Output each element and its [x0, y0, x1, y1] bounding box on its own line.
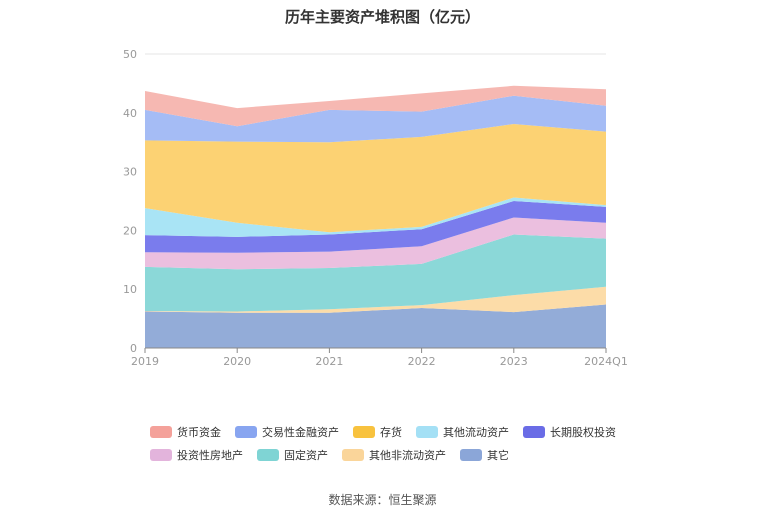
area-series-0 — [145, 304, 606, 348]
legend-swatch — [342, 449, 364, 461]
legend-label: 存货 — [380, 426, 402, 439]
legend-label: 交易性金融资产 — [262, 426, 339, 439]
legend-swatch — [523, 426, 545, 438]
x-tick-label: 2024Q1 — [584, 355, 628, 368]
y-axis: 0 10 20 30 40 50 — [123, 48, 137, 355]
area-series-5 — [145, 197, 606, 237]
y-tick-label: 10 — [123, 283, 137, 296]
x-tick-label: 2022 — [408, 355, 436, 368]
x-axis: 2019 2020 2021 2022 2023 2024Q1 — [131, 347, 628, 368]
area-series — [145, 85, 606, 348]
y-tick-label: 30 — [123, 166, 137, 179]
legend-item[interactable]: 固定资产 — [257, 447, 328, 463]
legend-item[interactable]: 存货 — [353, 424, 402, 440]
legend-swatch — [353, 426, 375, 438]
area-series-6 — [145, 124, 606, 233]
y-tick-label: 40 — [123, 107, 137, 120]
area-series-2 — [145, 234, 606, 312]
legend-label: 其他流动资产 — [443, 426, 509, 439]
legend-item[interactable]: 货币资金 — [150, 424, 221, 440]
area-series-8 — [145, 85, 606, 127]
legend-label: 投资性房地产 — [177, 449, 243, 462]
stacked-area-chart: 0 10 20 30 40 50 2019 2020 2021 2022 2023 2024Q1 — [123, 48, 628, 368]
legend-item[interactable]: 长期股权投资 — [523, 424, 616, 440]
area-series-1 — [145, 286, 606, 313]
legend-row: 投资性房地产 固定资产 其他非流动资产 其它 — [150, 447, 620, 463]
legend-item[interactable]: 其他非流动资产 — [342, 447, 446, 463]
legend-item[interactable]: 其他流动资产 — [416, 424, 509, 440]
y-tick-label: 20 — [123, 224, 137, 237]
legend-label: 货币资金 — [177, 426, 221, 439]
legend-label: 其他非流动资产 — [369, 449, 446, 462]
x-tick-label: 2019 — [131, 355, 159, 368]
legend-swatch — [460, 449, 482, 461]
legend-swatch — [416, 426, 438, 438]
chart-title: 历年主要资产堆积图（亿元） — [284, 8, 480, 26]
legend-item[interactable]: 其它 — [460, 447, 509, 463]
legend-row: 货币资金 交易性金融资产 存货 其他流动资产 长期股权投资 — [150, 424, 620, 440]
y-tick-label: 50 — [123, 48, 137, 61]
area-series-4 — [145, 201, 606, 253]
legend-swatch — [150, 426, 172, 438]
legend-swatch — [257, 449, 279, 461]
area-series-7 — [145, 95, 606, 143]
x-tick-label: 2020 — [223, 355, 251, 368]
legend-item[interactable]: 交易性金融资产 — [235, 424, 339, 440]
area-series-3 — [145, 217, 606, 270]
legend-swatch — [150, 449, 172, 461]
x-tick-label: 2021 — [315, 355, 343, 368]
data-source: 数据来源：恒生聚源 — [328, 493, 437, 507]
y-tick-label: 0 — [130, 342, 137, 355]
legend-label: 固定资产 — [284, 449, 328, 462]
legend: 货币资金 交易性金融资产 存货 其他流动资产 长期股权投资投资性房地产 固定资产 其他非流动… — [150, 424, 620, 470]
legend-label: 其它 — [487, 449, 509, 462]
x-tick-label: 2023 — [500, 355, 528, 368]
legend-swatch — [235, 426, 257, 438]
legend-label: 长期股权投资 — [550, 426, 616, 439]
legend-item[interactable]: 投资性房地产 — [150, 447, 243, 463]
